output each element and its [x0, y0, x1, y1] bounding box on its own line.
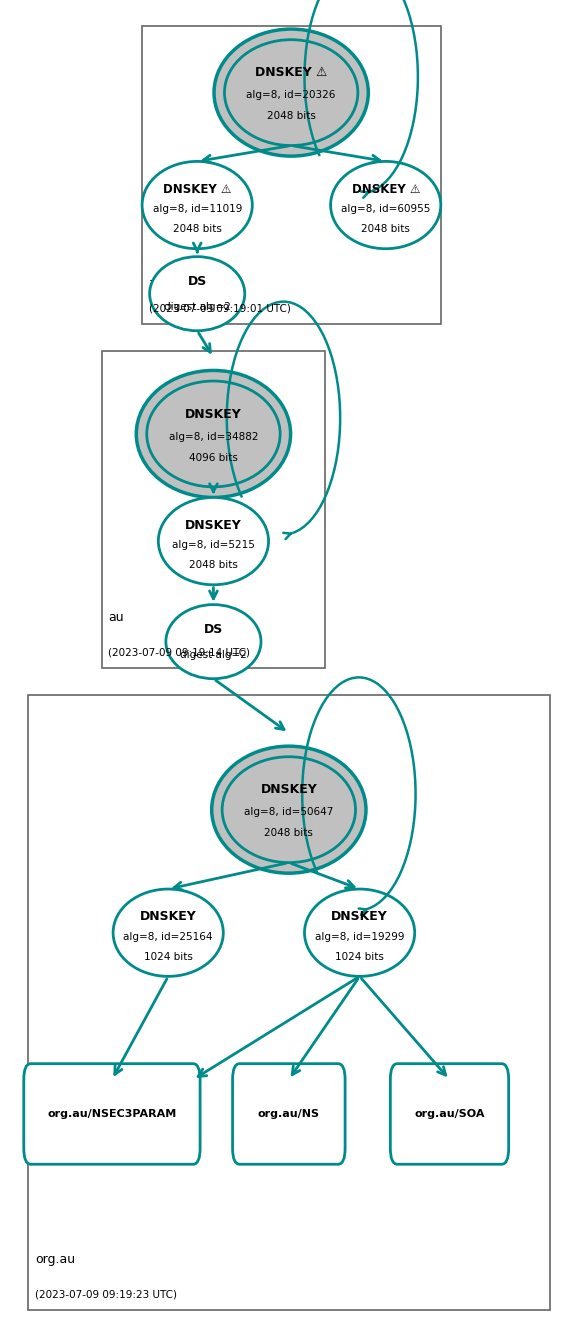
Ellipse shape — [147, 381, 280, 487]
Text: alg=8, id=11019: alg=8, id=11019 — [153, 204, 242, 214]
Text: digest alg=2: digest alg=2 — [164, 302, 231, 312]
Bar — [28, 695, 550, 1310]
Text: DNSKEY: DNSKEY — [185, 407, 242, 421]
Text: DNSKEY ⚠: DNSKEY ⚠ — [255, 66, 327, 79]
Text: .: . — [149, 271, 153, 284]
Text: DNSKEY ⚠: DNSKEY ⚠ — [351, 183, 420, 196]
Text: 1024 bits: 1024 bits — [335, 951, 384, 962]
Text: alg=8, id=19299: alg=8, id=19299 — [315, 931, 404, 942]
Ellipse shape — [136, 370, 291, 497]
Text: DS: DS — [187, 275, 207, 288]
Text: DS: DS — [204, 623, 223, 636]
Text: DNSKEY: DNSKEY — [260, 783, 317, 796]
Text: alg=8, id=5215: alg=8, id=5215 — [172, 540, 255, 550]
Text: (2023-07-09 09:19:01 UTC): (2023-07-09 09:19:01 UTC) — [149, 303, 291, 314]
Text: (2023-07-09 09:19:23 UTC): (2023-07-09 09:19:23 UTC) — [35, 1289, 177, 1299]
Text: 2048 bits: 2048 bits — [189, 560, 238, 570]
Ellipse shape — [142, 161, 252, 249]
Ellipse shape — [331, 161, 441, 249]
Text: DNSKEY: DNSKEY — [140, 910, 197, 923]
Ellipse shape — [222, 757, 356, 863]
Text: alg=8, id=34882: alg=8, id=34882 — [169, 431, 258, 442]
Text: DNSKEY: DNSKEY — [185, 519, 242, 532]
Text: alg=8, id=50647: alg=8, id=50647 — [244, 807, 333, 818]
Ellipse shape — [113, 889, 223, 976]
Ellipse shape — [166, 605, 261, 679]
Ellipse shape — [214, 29, 368, 156]
Text: org.au/NS: org.au/NS — [258, 1109, 320, 1119]
Text: digest alg=2: digest alg=2 — [180, 650, 247, 660]
FancyBboxPatch shape — [24, 1064, 200, 1164]
Text: 2048 bits: 2048 bits — [361, 224, 410, 234]
Text: 2048 bits: 2048 bits — [173, 224, 222, 234]
Ellipse shape — [304, 889, 415, 976]
Text: DNSKEY ⚠: DNSKEY ⚠ — [163, 183, 231, 196]
Ellipse shape — [224, 40, 358, 146]
Text: alg=8, id=60955: alg=8, id=60955 — [341, 204, 430, 214]
Text: au: au — [108, 611, 124, 624]
Bar — [142, 26, 441, 324]
Text: 2048 bits: 2048 bits — [267, 111, 316, 122]
Text: 2048 bits: 2048 bits — [264, 828, 313, 839]
FancyBboxPatch shape — [233, 1064, 345, 1164]
Ellipse shape — [150, 257, 245, 331]
Text: alg=8, id=20326: alg=8, id=20326 — [246, 90, 336, 101]
Text: org.au/SOA: org.au/SOA — [414, 1109, 485, 1119]
Text: 4096 bits: 4096 bits — [189, 452, 238, 463]
Bar — [102, 351, 325, 668]
Text: org.au: org.au — [35, 1253, 75, 1266]
Text: org.au/NSEC3PARAM: org.au/NSEC3PARAM — [48, 1109, 176, 1119]
FancyBboxPatch shape — [390, 1064, 509, 1164]
Ellipse shape — [212, 746, 366, 873]
Text: alg=8, id=25164: alg=8, id=25164 — [124, 931, 213, 942]
Text: (2023-07-09 09:19:14 UTC): (2023-07-09 09:19:14 UTC) — [108, 647, 251, 658]
Text: DNSKEY: DNSKEY — [331, 910, 388, 923]
Text: 1024 bits: 1024 bits — [144, 951, 193, 962]
Ellipse shape — [158, 497, 269, 585]
